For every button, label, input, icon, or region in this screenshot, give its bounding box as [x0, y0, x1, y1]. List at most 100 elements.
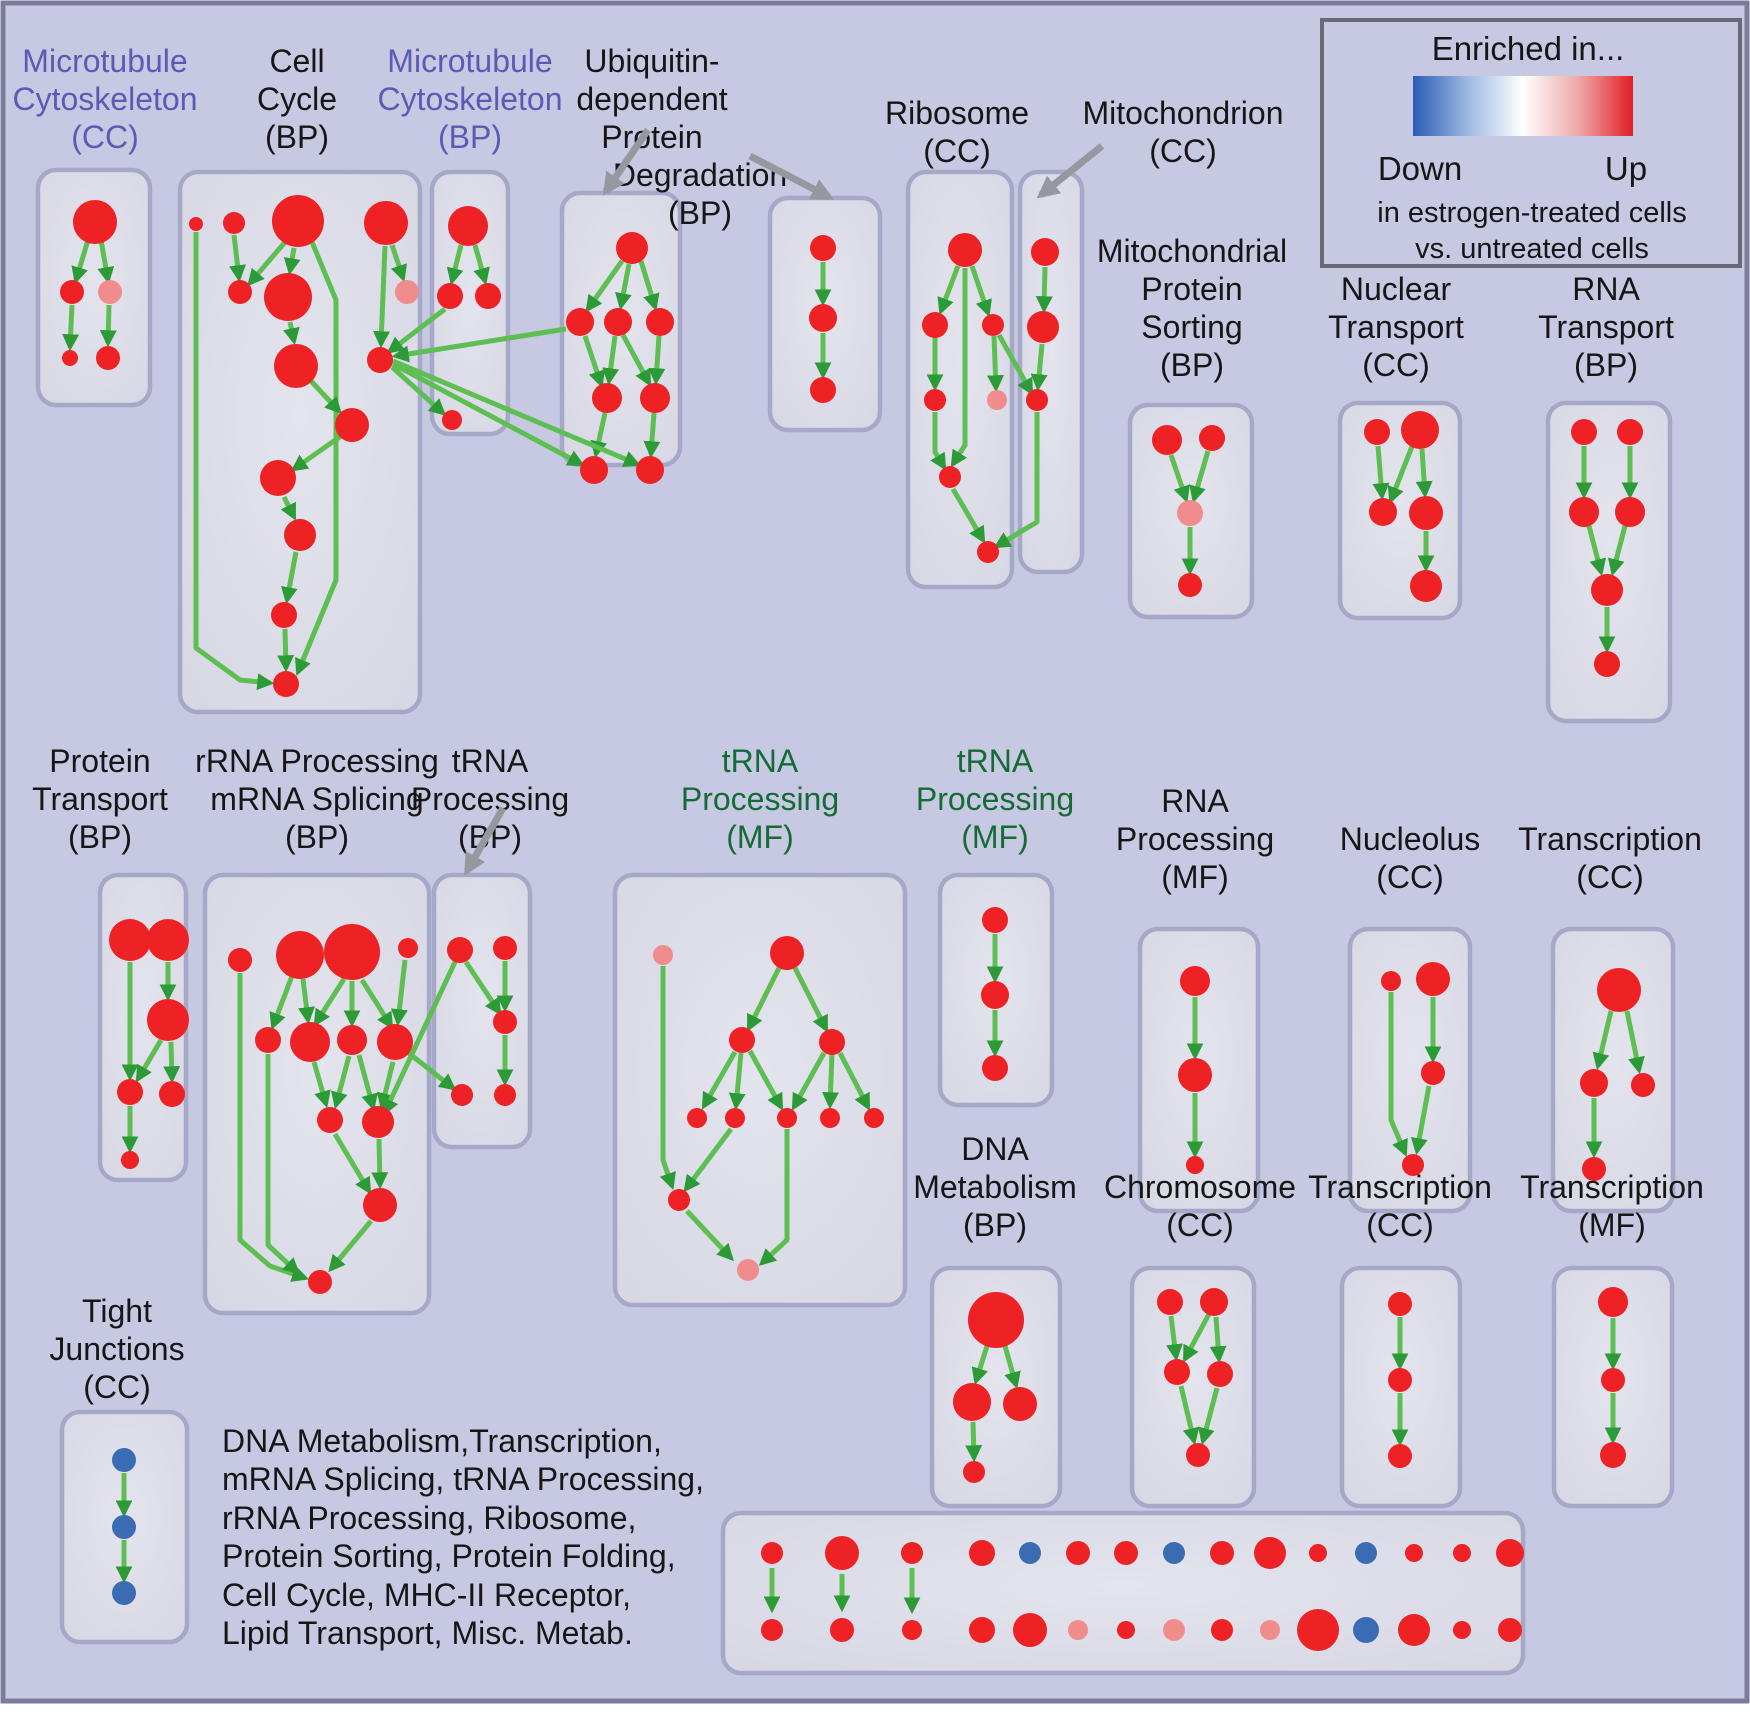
- node-trna-processing-bp-0: [447, 937, 473, 963]
- bottom-box-top-node-6: [1114, 1541, 1138, 1565]
- node-trna-processing-bp-1: [493, 936, 517, 960]
- node-protein-transport-bp-0: [109, 919, 151, 961]
- bottom-box-top-node-7: [1163, 1542, 1185, 1564]
- bottom-box-bottom-node-7: [1163, 1619, 1185, 1641]
- node-transcription-cc-upper-0: [1597, 968, 1641, 1012]
- edge-rrna-processing-mrna-splicing-bp-2: [313, 977, 347, 1027]
- edge-ribosome-cc-5: [950, 268, 968, 468]
- node-rna-processing-mf-0: [1180, 966, 1210, 996]
- cluster-box-cell-cycle-bp: [177, 169, 423, 715]
- cluster-label-protein-transport-bp-line0: Protein: [49, 743, 150, 779]
- node-ubiquitin-degradation-box2-2: [810, 377, 836, 403]
- node-cell-cycle-bp-9: [335, 408, 369, 442]
- cross-edge-0: [391, 326, 567, 363]
- cluster-label-rrna-processing-mrna-splicing-bp-line0: rRNA Processing: [195, 743, 439, 779]
- node-rna-transport-bp-0: [1571, 419, 1597, 445]
- node-ubiquitin-degradation-box1-6: [580, 456, 608, 484]
- cluster-label-mitochondrion-cc-line1: (CC): [1149, 133, 1217, 169]
- edge-trna-processing-mf-1-7: [822, 1053, 839, 1110]
- edge-microtubule-cytoskeleton-cc-1: [97, 239, 115, 285]
- cluster-label-nuclear-transport-cc-line0: Nuclear: [1341, 271, 1452, 307]
- cluster-label-transcription-mf-line0: Transcription: [1520, 1169, 1704, 1205]
- edge-rrna-processing-mrna-splicing-bp-13: [332, 1132, 372, 1195]
- legend-subline-1: in estrogen-treated cells: [1377, 197, 1687, 229]
- node-cell-cycle-bp-10: [260, 460, 296, 496]
- edge-microtubule-cytoskeleton-bp-0: [446, 244, 464, 286]
- note-block-line-0: DNA Metabolism,Transcription,: [222, 1423, 662, 1459]
- node-rrna-processing-mrna-splicing-bp-2: [324, 924, 380, 980]
- bottom-box-top-node-13: [1453, 1544, 1471, 1562]
- legend-up-label: Up: [1605, 150, 1647, 187]
- bottom-box-bottom-node-0: [761, 1619, 783, 1641]
- node-microtubule-cytoskeleton-cc-4: [96, 346, 120, 370]
- cluster-label-ubiquitin-degradation-box1-line4: (BP): [668, 195, 732, 231]
- edge-trna-processing-mf-1-10: [685, 1209, 734, 1262]
- node-mitochondrion-cc-0: [1031, 238, 1059, 266]
- edge-cell-cycle-bp-10: [280, 495, 297, 521]
- layer-nodes: [60, 195, 1655, 1651]
- node-trna-processing-mf-2-1: [981, 981, 1009, 1009]
- bottom-box-top-node-8: [1210, 1541, 1234, 1565]
- edge-cell-cycle-bp-6: [373, 245, 391, 349]
- edge-transcription-cc-upper-0: [1592, 1010, 1614, 1071]
- edge-rrna-processing-mrna-splicing-bp-1: [298, 978, 315, 1025]
- node-rna-transport-bp-3: [1615, 497, 1645, 527]
- edge-cell-cycle-bp-7: [283, 321, 300, 346]
- node-nucleolus-cc-0: [1381, 971, 1401, 991]
- node-ubiquitin-degradation-box2-1: [809, 304, 837, 332]
- node-tight-junctions-cc-1: [112, 1515, 136, 1539]
- node-transcription-cc-upper-2: [1631, 1073, 1655, 1097]
- edge-mitochondrion-cc-1: [1030, 343, 1048, 392]
- cross-edge-6: [993, 412, 1040, 549]
- cross-edge-1: [386, 307, 447, 354]
- cluster-box-transcription-cc-upper: [1550, 926, 1676, 1214]
- cluster-label-tight-junctions-cc-line1: Junctions: [49, 1331, 184, 1367]
- node-trna-processing-mf-1-7: [820, 1108, 840, 1128]
- edge-nucleolus-cc-2: [1410, 1085, 1432, 1156]
- edge-cell-cycle-bp-5: [389, 244, 408, 283]
- edge-trna-processing-mf-1-4: [728, 1052, 746, 1111]
- cluster-label-cell-cycle-bp-line0: Cell: [269, 43, 324, 79]
- node-protein-transport-bp-4: [159, 1081, 185, 1107]
- edge-microtubule-cytoskeleton-cc-3: [99, 304, 117, 348]
- node-ribosome-cc-0: [948, 233, 982, 267]
- node-rrna-processing-mrna-splicing-bp-0: [228, 948, 252, 972]
- cluster-label-trna-processing-bp-line0: tRNA: [452, 743, 529, 779]
- cross-edge-8: [382, 960, 458, 1116]
- cross-edge-4: [392, 358, 641, 467]
- cluster-label-mitochondrial-protein-sorting-bp-line3: (BP): [1160, 347, 1224, 383]
- node-microtubule-cytoskeleton-bp-3: [442, 410, 462, 430]
- edge-ribosome-cc-6: [950, 487, 986, 544]
- edge-microtubule-cytoskeleton-bp-1: [472, 244, 490, 286]
- cluster-label-rna-processing-mf-line1: Processing: [1116, 821, 1274, 857]
- edge-nuclear-transport-cc-0: [1372, 445, 1390, 501]
- cluster-label-mitochondrial-protein-sorting-bp-line0: Mitochondrial: [1097, 233, 1287, 269]
- node-microtubule-cytoskeleton-bp-0: [448, 206, 488, 246]
- node-transcription-cc-upper-1: [1580, 1069, 1608, 1097]
- edge-cell-cycle-bp-8: [309, 379, 342, 415]
- edge-protein-transport-bp-2: [135, 1038, 164, 1083]
- cluster-label-ribosome-cc-line1: (CC): [923, 133, 991, 169]
- bottom-box-top-node-12: [1405, 1544, 1423, 1562]
- node-cell-cycle-bp-1: [223, 212, 245, 234]
- node-mitochondrion-cc-2: [1026, 389, 1048, 411]
- legend-title: Enriched in...: [1432, 30, 1625, 67]
- cross-edge-3: [391, 361, 585, 467]
- bottom-box-top-node-5: [1066, 1541, 1090, 1565]
- cluster-label-microtubule-cytoskeleton-bp-line1: Cytoskeleton: [378, 81, 563, 117]
- cluster-label-transcription-cc-upper-line0: Transcription: [1518, 821, 1702, 857]
- cross-edge-2: [390, 365, 447, 416]
- cluster-label-dna-metabolism-bp-line0: DNA: [961, 1131, 1029, 1167]
- node-trna-processing-mf-1-9: [668, 1189, 690, 1211]
- cluster-label-trna-processing-mf-2-line1: Processing: [916, 781, 1074, 817]
- node-rna-transport-bp-4: [1591, 574, 1623, 606]
- edge-chromosome-cc-1: [1182, 1312, 1212, 1363]
- node-cell-cycle-bp-6: [395, 280, 419, 304]
- node-cell-cycle-bp-11: [284, 519, 316, 551]
- bottom-box-top-node-9: [1254, 1537, 1286, 1569]
- bottom-box-top-node-10: [1309, 1544, 1327, 1562]
- node-dna-metabolism-bp-1: [953, 1383, 991, 1421]
- edge-cell-cycle-bp-11: [280, 551, 299, 605]
- node-dna-metabolism-bp-0: [968, 1292, 1024, 1348]
- bottom-box-top-node-1: [825, 1536, 859, 1570]
